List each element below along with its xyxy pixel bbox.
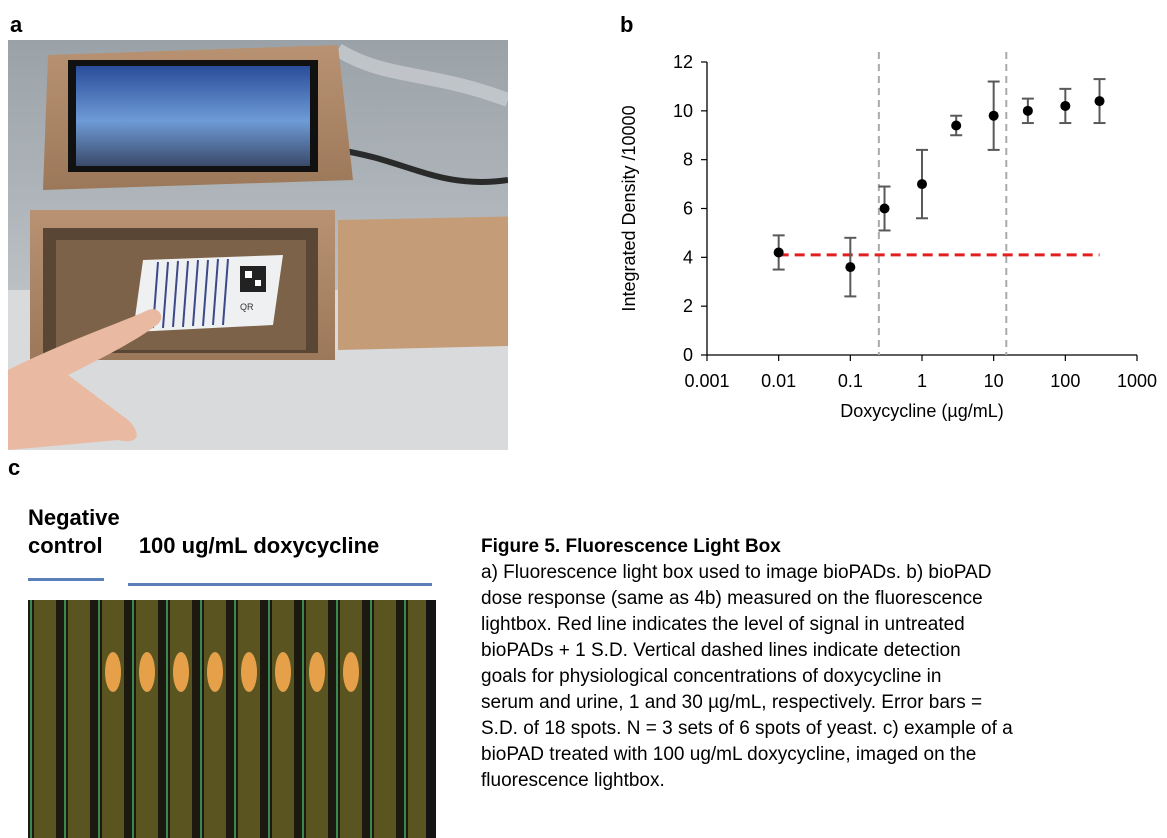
dose-response-svg: 0 2 4 6 8 10 12 0.001 0.01 0.1 1 10 100 1000 Doxycycli… xyxy=(619,52,1157,421)
y-axis-label: Integrated Density /10000 xyxy=(619,105,639,311)
strip-lane xyxy=(272,600,294,838)
data-point xyxy=(988,110,999,121)
strip-lane xyxy=(68,600,90,838)
caption-line: S.D. of 18 spots. N = 3 sets of 6 spots … xyxy=(481,718,1013,739)
data-point xyxy=(951,120,962,131)
caption-line: bioPADs + 1 S.D. Vertical dashed lines i… xyxy=(481,640,961,661)
biopad-strip-svg xyxy=(28,600,436,838)
y-tick-label: 10 xyxy=(673,101,693,121)
fluorescent-spot xyxy=(139,652,155,692)
treated-underline xyxy=(128,583,432,586)
negative-underline xyxy=(28,578,104,581)
data-point xyxy=(879,203,890,214)
caption-line: dose response (same as 4b) measured on t… xyxy=(481,588,983,609)
caption-body: a) Fluorescence light box used to image … xyxy=(481,560,1167,794)
x-tick-label: 0.1 xyxy=(838,371,863,391)
strip-lane xyxy=(34,600,56,838)
y-tick-label: 12 xyxy=(673,52,693,72)
data-point xyxy=(1060,100,1071,111)
fluorescent-spot xyxy=(105,652,121,692)
caption-line: bioPAD treated with 100 ug/mL doxycyclin… xyxy=(481,744,977,765)
strip-lane xyxy=(204,600,226,838)
x-tick-label: 1000 xyxy=(1117,371,1157,391)
strip-legend: Negative control 100 ug/mL doxycycline xyxy=(28,504,379,560)
biopad-strip-image xyxy=(28,600,436,838)
caption-line: a) Fluorescence light box used to image … xyxy=(481,562,992,583)
strip-lane xyxy=(238,600,260,838)
strip-background xyxy=(28,600,436,838)
data-point xyxy=(773,247,784,258)
data-point xyxy=(917,179,927,190)
data-point xyxy=(845,262,856,273)
figure-caption: Figure 5. Fluorescence Light Box a) Fluo… xyxy=(481,534,1167,794)
strip-lane xyxy=(340,600,362,838)
strip-lane xyxy=(102,600,124,838)
caption-line: serum and urine, 1 and 30 µg/mL, respect… xyxy=(481,692,983,713)
strip-lane xyxy=(170,600,192,838)
x-tick-label: 1 xyxy=(917,371,927,391)
y-tick-label: 6 xyxy=(683,199,693,219)
device-label-text: QR xyxy=(240,302,254,312)
caption-line: goals for physiological concentrations o… xyxy=(481,666,942,687)
caption-title: Figure 5. Fluorescence Light Box xyxy=(481,536,781,557)
strip-lane xyxy=(374,600,396,838)
y-tick-label: 4 xyxy=(683,247,693,267)
strip-lane xyxy=(408,600,430,838)
x-tick-label: 0.01 xyxy=(761,371,796,391)
data-point xyxy=(1022,105,1033,116)
lightbox-photo: QR xyxy=(8,40,508,450)
fluorescent-spot xyxy=(275,652,291,692)
fluorescent-spot xyxy=(309,652,325,692)
treated-label: 100 ug/mL doxycycline xyxy=(138,533,380,558)
y-tick-label: 8 xyxy=(683,150,693,170)
fluorescent-spot xyxy=(241,652,257,692)
y-tick-label: 0 xyxy=(683,345,693,365)
caption-line: lightbox. Red line indicates the level o… xyxy=(481,614,965,635)
panel-label-a: a xyxy=(10,12,23,37)
panel-label-b: b xyxy=(620,12,634,37)
strip-lane xyxy=(306,600,328,838)
y-tick-label: 2 xyxy=(683,296,693,316)
negative-label-line1: Negative xyxy=(28,505,120,530)
lightbox-photo-illustration: QR xyxy=(8,40,508,450)
x-tick-label: 10 xyxy=(984,371,1004,391)
x-tick-label: 100 xyxy=(1050,371,1080,391)
strip-lane xyxy=(136,600,158,838)
x-axis-label: Doxycycline (µg/mL) xyxy=(840,401,1003,421)
panel-label-c: c xyxy=(8,455,21,480)
fluorescent-spot xyxy=(207,652,223,692)
fluorescent-spot xyxy=(173,652,189,692)
fluorescent-spot xyxy=(343,652,359,692)
x-tick-label: 0.001 xyxy=(684,371,729,391)
caption-line: fluorescence lightbox. xyxy=(481,770,665,791)
negative-control-label: control xyxy=(28,533,103,558)
strip-edge xyxy=(426,600,436,838)
data-point xyxy=(1094,96,1105,107)
dose-response-chart: 0 2 4 6 8 10 12 0.001 0.01 0.1 1 10 100 1000 Doxycycli… xyxy=(615,40,1167,460)
